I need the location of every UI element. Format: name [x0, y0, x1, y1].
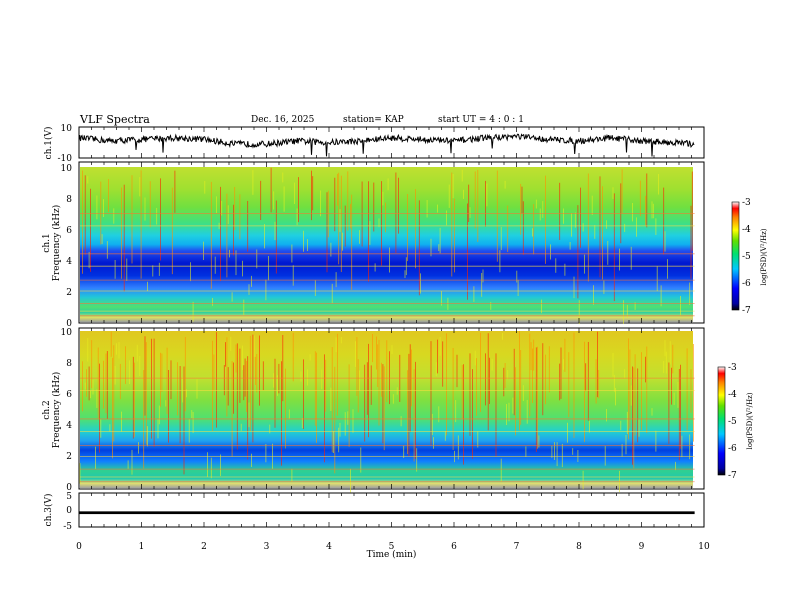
ch2-colorbar-scale: [717, 366, 726, 476]
ch1-waveform-trace: [78, 133, 695, 157]
ch1-freq-ticks: 0 2 4 6 8 10: [61, 164, 73, 329]
ch2-freq-tick-0: 0: [66, 483, 72, 493]
ch3-ytick-0: 0: [66, 506, 72, 516]
ch3-waveform-frame: [78, 492, 705, 528]
ch1-colorbar: -3 -4 -5 -6 -7 log(PSD)(V²/Hz): [731, 198, 768, 316]
xtick-9: 9: [639, 542, 645, 552]
ch2-channel-label: ch.2: [42, 400, 52, 419]
ch3-x-ticks: [78, 493, 705, 527]
ch1-freq-tick-8: 8: [66, 195, 72, 205]
ch2-cbar-tick-4: -4: [728, 390, 737, 400]
xtick-1: 1: [139, 542, 145, 552]
xtick-0: 0: [76, 542, 82, 552]
ch3-ylabel: ch.3(V): [43, 494, 54, 527]
ch1-ytick-bottom: -10: [58, 154, 73, 164]
ch2-spectrogram-x-ticks: [78, 328, 705, 489]
ch1-freq-tick-0: 0: [66, 319, 72, 329]
x-axis-label: Time (min): [367, 549, 417, 560]
ch1-ytick-top: 10: [61, 124, 73, 134]
ch3-ytick-5: 5: [66, 492, 72, 502]
ch1-freq-tick-10: 10: [61, 164, 73, 174]
figure-title: VLF Spectra: [79, 113, 150, 126]
ch1-x-ticks: [78, 127, 705, 158]
ch2-cbar-tick-3: -3: [728, 363, 737, 373]
xtick-6: 6: [451, 542, 457, 552]
xtick-10: 10: [698, 542, 710, 552]
xtick-2: 2: [201, 542, 207, 552]
ch2-freq-tick-4: 4: [66, 421, 72, 431]
ch2-cbar-tick-5: -5: [728, 417, 737, 427]
ch2-freq-ticks: 0 2 4 6 8 10: [61, 328, 73, 493]
ch1-freq-tick-4: 4: [66, 257, 72, 267]
ch2-colorbar: -3 -4 -5 -6 -7 log(PSD)(V²/Hz): [717, 363, 754, 481]
x-axis: 0 1 2 3 4 5 6 7 8 9 10 Time (min): [76, 542, 710, 560]
ch1-freq-tick-2: 2: [66, 288, 72, 298]
station-label: station= KAP: [343, 115, 404, 125]
ch2-freq-tick-8: 8: [66, 359, 72, 369]
ch1-freq-tick-6: 6: [66, 226, 72, 236]
xtick-5: 5: [389, 542, 395, 552]
ch3-waveform-panel: 5 0 -5 ch.3(V): [43, 492, 705, 532]
ch1-cbar-label: log(PSD)(V²/Hz): [760, 228, 768, 285]
ch1-cbar-tick-6: -6: [742, 279, 751, 289]
ch1-colorbar-scale: [731, 201, 740, 311]
ch2-cbar-label: log(PSD)(V²/Hz): [746, 392, 754, 449]
ch1-spectrogram-panel: 0 2 4 6 8 10 ch.1 Frequency (kHz): [42, 161, 705, 329]
ch2-freq-tick-10: 10: [61, 328, 73, 338]
ch1-waveform-panel: 10 -10 ch.1(V): [43, 124, 705, 164]
ch1-cbar-tick-5: -5: [742, 252, 751, 262]
xtick-3: 3: [264, 542, 270, 552]
ch2-cbar-tick-7: -7: [728, 471, 737, 481]
ch1-spectrogram-x-ticks: [78, 162, 705, 323]
ch1-freq-axis-label: Frequency (kHz): [51, 205, 62, 282]
xtick-7: 7: [514, 542, 520, 552]
ch1-spectrogram-image: [80, 167, 693, 322]
ch3-waveform-band: [79, 511, 695, 515]
ch1-cbar-tick-4: -4: [742, 225, 751, 235]
start-time-label: start UT = 4 : 0 : 1: [438, 115, 524, 125]
ch1-ylabel: ch.1(V): [43, 127, 54, 160]
ch2-spectrogram-panel: 0 2 4 6 8 10 ch.2 Frequency (kHz): [42, 327, 705, 493]
ch2-cbar-tick-6: -6: [728, 444, 737, 454]
ch3-ytick-minus5: -5: [63, 522, 72, 532]
ch2-freq-axis-label: Frequency (kHz): [51, 372, 62, 449]
ch1-spectrogram-streaks: [80, 167, 695, 325]
ch1-waveform-frame: [78, 126, 705, 159]
ch1-cbar-tick-7: -7: [742, 306, 751, 316]
date-label: Dec. 16, 2025: [251, 115, 315, 125]
ch1-channel-label: ch.1: [42, 233, 52, 252]
ch2-freq-tick-2: 2: [66, 452, 72, 462]
ch2-freq-tick-6: 6: [66, 390, 72, 400]
ch1-cbar-tick-3: -3: [742, 198, 751, 208]
xtick-8: 8: [576, 542, 582, 552]
xtick-4: 4: [326, 542, 332, 552]
ch2-spectrogram-streaks: [79, 331, 695, 493]
